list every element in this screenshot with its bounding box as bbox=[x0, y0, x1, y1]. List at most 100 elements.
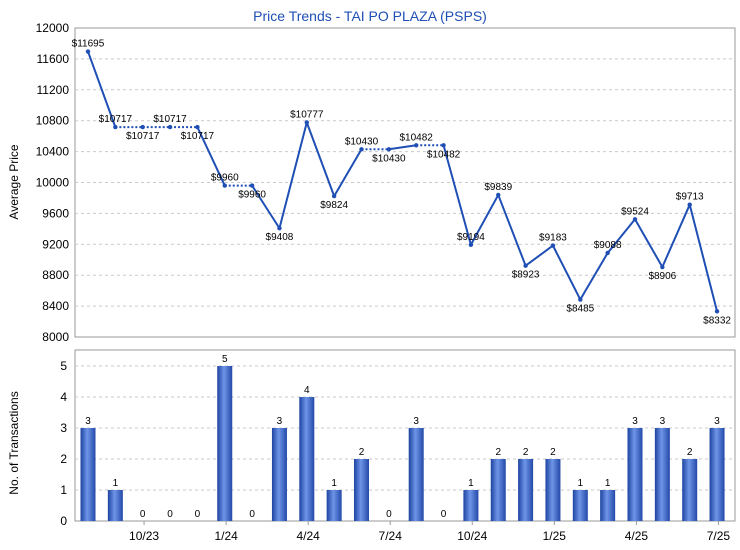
price-point bbox=[550, 243, 556, 248]
price-line-segment bbox=[388, 144, 417, 151]
price-point bbox=[605, 250, 610, 256]
average-price-panel: 8000 8400 8800 9200 9600 10000 10400 10800 11200… bbox=[36, 21, 736, 344]
price-line-segment bbox=[497, 194, 527, 267]
price-line-segment bbox=[606, 218, 636, 254]
price-point bbox=[687, 202, 692, 207]
price-point bbox=[304, 120, 309, 125]
price-line-segment bbox=[333, 148, 363, 197]
transactions-bar bbox=[545, 459, 561, 521]
price-line-segment bbox=[470, 194, 500, 246]
price-data-label: $8485 bbox=[566, 304, 594, 315]
transactions-data-label: 2 bbox=[523, 447, 529, 458]
price-data-label: $9960 bbox=[238, 190, 266, 201]
price-data-label: $8332 bbox=[703, 315, 731, 326]
top-y-tick-label: 8400 bbox=[42, 299, 69, 313]
price-line-segment bbox=[579, 252, 609, 301]
price-point bbox=[113, 124, 118, 130]
price-data-label: $9408 bbox=[266, 232, 294, 243]
price-point bbox=[359, 147, 364, 152]
price-data-label: $8906 bbox=[648, 271, 676, 282]
x-tick-label: 1/24 bbox=[214, 529, 238, 543]
bottom-y-tick-label: 1 bbox=[60, 483, 67, 497]
price-data-label: $10717 bbox=[126, 131, 160, 142]
transactions-data-label: 2 bbox=[359, 447, 365, 458]
transactions-data-label: 5 bbox=[222, 354, 228, 365]
transactions-bar bbox=[627, 428, 643, 521]
price-point bbox=[195, 124, 200, 130]
transactions-data-label: 0 bbox=[441, 509, 447, 520]
top-y-tick-label: 10400 bbox=[36, 145, 70, 159]
transactions-data-label: 4 bbox=[304, 385, 310, 396]
transactions-data-label: 2 bbox=[495, 447, 501, 458]
price-point bbox=[523, 263, 528, 268]
price-point bbox=[714, 309, 720, 314]
price-point bbox=[578, 297, 583, 302]
transactions-data-label: 1 bbox=[331, 478, 337, 489]
price-data-label: $9524 bbox=[621, 206, 649, 217]
x-tick-label: 10/23 bbox=[129, 529, 159, 543]
price-point bbox=[386, 147, 392, 152]
top-y-tick-label: 9200 bbox=[42, 237, 69, 251]
transactions-bar bbox=[600, 490, 616, 521]
top-y-tick-label: 11600 bbox=[37, 52, 70, 66]
price-point bbox=[167, 124, 173, 130]
transactions-data-label: 3 bbox=[714, 416, 720, 427]
transactions-data-label: 1 bbox=[113, 478, 119, 489]
price-data-label: $10717 bbox=[99, 114, 133, 125]
x-tick-label: 10/24 bbox=[457, 529, 487, 543]
transactions-data-label: 3 bbox=[277, 416, 283, 427]
top-y-tick-label: 8800 bbox=[42, 268, 69, 282]
x-tick-label: 4/25 bbox=[625, 529, 649, 543]
bottom-y-tick-label: 2 bbox=[60, 452, 67, 466]
price-data-label: $10482 bbox=[427, 149, 461, 160]
transactions-bar bbox=[408, 428, 424, 521]
price-data-label: $8923 bbox=[512, 270, 540, 281]
price-line-segment bbox=[278, 122, 308, 229]
price-data-label: $9713 bbox=[676, 192, 704, 203]
transactions-data-label: 1 bbox=[605, 478, 611, 489]
bottom-y-tick-label: 0 bbox=[60, 514, 67, 528]
x-tick-label: 4/24 bbox=[296, 529, 320, 543]
top-y-tick-label: 9600 bbox=[42, 206, 69, 220]
price-line-segment bbox=[634, 218, 664, 268]
price-data-label: $10777 bbox=[290, 109, 324, 120]
transactions-bar bbox=[354, 459, 369, 521]
bottom-y-tick-label: 5 bbox=[60, 359, 67, 373]
transactions-bar bbox=[654, 428, 670, 521]
price-data-label: $11695 bbox=[72, 39, 105, 50]
transactions-data-label: 2 bbox=[687, 447, 693, 458]
top-y-tick-label: 8000 bbox=[42, 330, 69, 344]
price-point bbox=[277, 226, 282, 231]
transactions-bar bbox=[217, 366, 233, 521]
price-point bbox=[140, 124, 145, 130]
transactions-data-label: 0 bbox=[140, 509, 146, 520]
transactions-data-label: 2 bbox=[550, 447, 556, 458]
price-point bbox=[414, 143, 419, 148]
transactions-data-label: 3 bbox=[660, 416, 666, 427]
transactions-data-label: 1 bbox=[578, 478, 584, 489]
price-line-segment bbox=[552, 245, 582, 300]
transactions-panel: 0 1 2 3 4 5 3 1 0 0 0 5 0 3 4 1 2 0 3 0 1 2 2 2 1 1 3 3 2 3 10/23 1/24 4… bbox=[60, 349, 736, 543]
y-axis-label-average-price: Average Price bbox=[7, 144, 21, 219]
price-data-label: $9960 bbox=[211, 173, 239, 184]
price-point bbox=[632, 217, 638, 222]
price-line-segment bbox=[196, 126, 226, 187]
transactions-bar bbox=[107, 490, 123, 521]
price-data-label: $9183 bbox=[539, 233, 567, 244]
price-line-segment bbox=[442, 145, 472, 246]
top-y-tick-label: 12000 bbox=[36, 21, 70, 35]
price-data-label: $10430 bbox=[372, 153, 406, 164]
chart-title: Price Trends - TAI PO PLAZA (PSPS) bbox=[253, 8, 487, 24]
price-line-segment bbox=[688, 204, 719, 312]
transactions-data-label: 0 bbox=[386, 509, 392, 520]
x-tick-label: 1/25 bbox=[543, 529, 567, 543]
bottom-y-tick-label: 4 bbox=[60, 390, 67, 404]
transactions-bar bbox=[518, 459, 534, 521]
price-data-label: $9839 bbox=[484, 182, 512, 193]
transactions-data-label: 0 bbox=[195, 509, 201, 520]
x-tick-label: 7/24 bbox=[379, 529, 403, 543]
price-data-label: $9194 bbox=[457, 232, 485, 243]
price-point bbox=[468, 242, 474, 247]
transactions-data-label: 0 bbox=[167, 509, 173, 520]
bottom-y-tick-label: 3 bbox=[60, 421, 67, 435]
